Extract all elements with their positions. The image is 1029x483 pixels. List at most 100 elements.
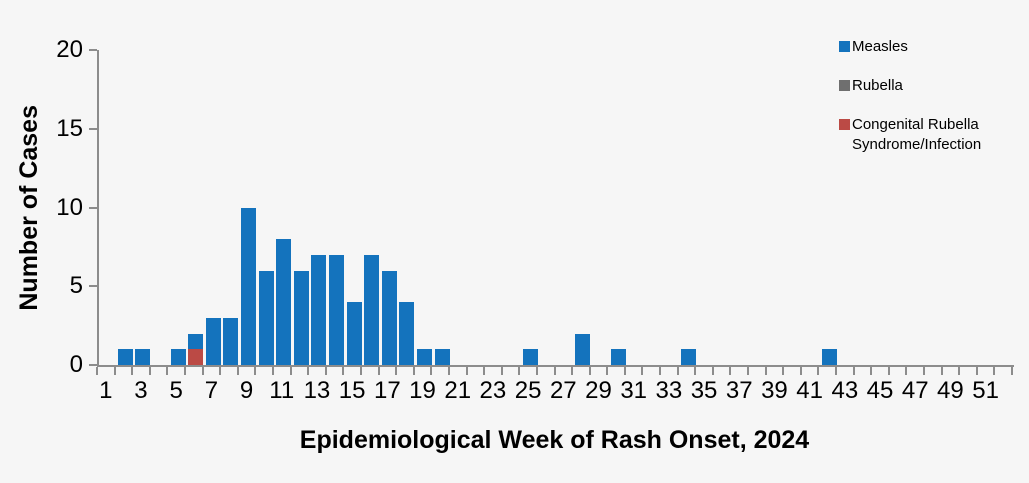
x-axis-tick bbox=[183, 367, 186, 375]
x-tick-label: 13 bbox=[303, 377, 331, 404]
x-axis-tick bbox=[694, 367, 697, 375]
bar-week-20-measles bbox=[434, 349, 450, 365]
y-axis-tick bbox=[89, 127, 97, 130]
x-tick-label: 43 bbox=[831, 377, 859, 404]
x-axis-tick bbox=[782, 367, 785, 375]
plot-area bbox=[97, 50, 1014, 367]
x-axis-tick bbox=[676, 367, 679, 375]
x-tick-label: 31 bbox=[620, 377, 648, 404]
y-tick-label: 20 bbox=[56, 36, 83, 63]
x-axis-tick bbox=[359, 367, 362, 375]
x-axis-tick bbox=[254, 367, 257, 375]
x-axis-tick bbox=[764, 367, 767, 375]
x-tick-label: 37 bbox=[725, 377, 753, 404]
legend-label: Congenital Rubella Syndrome/Infection bbox=[852, 116, 982, 153]
x-axis-tick bbox=[993, 367, 996, 375]
x-tick-label: 19 bbox=[409, 377, 436, 404]
x-axis-tick bbox=[324, 367, 327, 375]
x-axis-tick bbox=[395, 367, 398, 375]
legend-swatch-congenital-rubella-syndrome-infection-icon bbox=[839, 119, 850, 130]
x-axis-tick bbox=[518, 367, 521, 375]
x-tick-label: 25 bbox=[514, 377, 542, 404]
x-axis-tick bbox=[166, 367, 169, 375]
bar-week-3-measles bbox=[135, 349, 151, 365]
x-axis-tick bbox=[835, 367, 838, 375]
bar-week-25-measles bbox=[522, 349, 538, 365]
x-axis-tick bbox=[201, 367, 204, 375]
x-axis-tick bbox=[659, 367, 662, 375]
x-axis-tick bbox=[447, 367, 450, 375]
x-axis-tick bbox=[377, 367, 380, 375]
bar-week-30-measles bbox=[610, 349, 626, 365]
bar-week-18-measles bbox=[399, 302, 415, 365]
x-axis-tick bbox=[535, 367, 538, 375]
y-tick-label: 15 bbox=[56, 114, 83, 142]
x-tick-label: 27 bbox=[549, 377, 577, 404]
x-axis-tick bbox=[96, 367, 98, 375]
x-tick-label: 39 bbox=[761, 377, 788, 404]
x-tick-label: 17 bbox=[373, 377, 401, 404]
legend-item-measles: Measles bbox=[839, 37, 1007, 57]
bar-week-7-measles bbox=[205, 317, 221, 365]
x-axis-tick bbox=[870, 367, 873, 375]
bar-week-9-measles bbox=[241, 207, 257, 365]
x-tick-label: 29 bbox=[585, 377, 612, 404]
legend-label: Measles bbox=[852, 38, 908, 55]
x-tick-label: 9 bbox=[239, 377, 254, 404]
x-axis-tick bbox=[307, 367, 310, 375]
bar-week-13-measles bbox=[311, 254, 327, 365]
x-axis-tick bbox=[711, 367, 714, 375]
x-axis-tick bbox=[852, 367, 855, 375]
legend-item-congenital-rubella-syndrome-infection: Congenital Rubella Syndrome/Infection bbox=[839, 115, 1007, 155]
bar-week-5-measles bbox=[170, 349, 186, 365]
x-axis-tick bbox=[747, 367, 750, 375]
x-tick-label: 33 bbox=[655, 377, 683, 404]
bar-week-28-measles bbox=[575, 333, 591, 365]
y-tick-label: 0 bbox=[69, 351, 83, 378]
x-axis-tick bbox=[729, 367, 732, 375]
legend-label: Rubella bbox=[852, 77, 903, 94]
x-axis-tick bbox=[131, 367, 134, 375]
x-tick-label: 45 bbox=[866, 377, 894, 404]
x-axis-tick bbox=[430, 367, 433, 375]
bar-week-34-measles bbox=[680, 349, 696, 365]
y-axis-tick bbox=[89, 285, 97, 288]
legend-item-rubella: Rubella bbox=[839, 76, 1007, 96]
x-tick-label: 51 bbox=[972, 377, 999, 404]
x-tick-label: 5 bbox=[169, 377, 183, 404]
bar-week-8-measles bbox=[223, 317, 239, 365]
x-tick-label: 1 bbox=[99, 377, 113, 404]
legend: Measles Rubella Congenital Rubella Syndrom… bbox=[839, 37, 1007, 174]
x-tick-label: 21 bbox=[444, 377, 472, 404]
x-axis-tick bbox=[236, 367, 239, 375]
y-tick-label: 5 bbox=[69, 272, 83, 300]
x-axis-tick bbox=[465, 367, 468, 375]
x-axis-tick bbox=[553, 367, 556, 375]
x-axis-tick bbox=[958, 367, 961, 375]
x-axis-tick bbox=[940, 367, 943, 375]
x-axis-title: Epidemiological Week of Rash Onset, 2024 bbox=[299, 426, 810, 454]
x-axis-tick bbox=[905, 367, 908, 375]
bar-week-42-measles bbox=[821, 349, 837, 365]
bar-week-2-measles bbox=[117, 349, 133, 365]
x-axis-tick bbox=[623, 367, 626, 375]
y-axis-tick bbox=[89, 49, 97, 51]
x-axis-tick bbox=[500, 367, 503, 375]
x-tick-label: 47 bbox=[901, 377, 929, 404]
bar-week-16-measles bbox=[364, 254, 380, 365]
x-axis-tick bbox=[289, 367, 292, 375]
x-tick-label: 35 bbox=[690, 377, 718, 404]
x-axis-tick bbox=[799, 367, 802, 375]
y-axis-tick bbox=[89, 364, 97, 366]
x-axis-tick bbox=[271, 367, 274, 375]
x-axis-tick bbox=[641, 367, 644, 375]
x-axis-tick bbox=[1011, 367, 1013, 375]
x-axis-tick bbox=[342, 367, 345, 375]
bar-week-15-measles bbox=[346, 302, 362, 365]
x-axis-tick bbox=[571, 367, 574, 375]
bar-week-6-congenital-rubella-syndrome-infection bbox=[188, 349, 204, 365]
x-axis-tick bbox=[923, 367, 926, 375]
legend-swatch-rubella-icon bbox=[839, 80, 850, 91]
bar-week-6-measles bbox=[188, 333, 204, 350]
